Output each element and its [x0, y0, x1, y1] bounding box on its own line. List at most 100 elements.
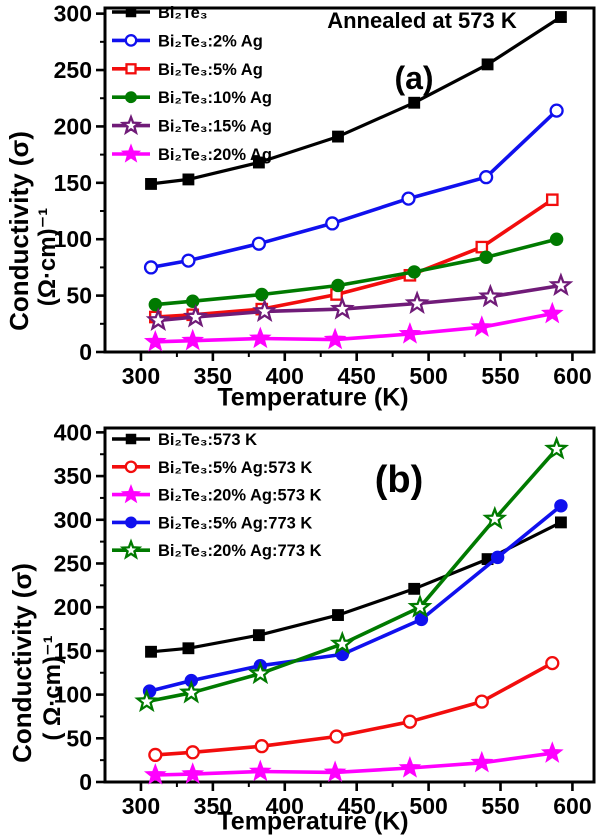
x-tick-label: 550	[481, 363, 519, 389]
x-tick-label: 500	[409, 363, 447, 389]
marker-square-filled	[252, 156, 265, 169]
marker-star-filled	[248, 326, 272, 349]
legend-label: Bi₂Te₃:5% Ag:573 K	[158, 459, 312, 477]
y-tick-label: 200	[54, 113, 92, 139]
y-tick-label: 350	[54, 463, 92, 489]
marker-circle-filled	[549, 232, 564, 246]
legend-label: Bi₂Te₃:20% Ag	[158, 146, 272, 164]
marker-square-filled	[408, 582, 421, 595]
x-tick-label: 450	[338, 793, 376, 819]
x-tick-label: 350	[194, 793, 232, 819]
y-tick-label: 0	[79, 769, 92, 795]
marker-circle-open	[181, 253, 196, 268]
marker-square-filled	[554, 11, 567, 23]
marker-circle-filled	[125, 516, 137, 529]
marker-star-filled	[248, 759, 272, 782]
marker-star-filled	[143, 763, 167, 785]
series-3-line	[147, 504, 563, 693]
marker-circle-filled	[554, 499, 568, 513]
marker-star-open	[247, 660, 273, 685]
marker-star-open	[404, 290, 430, 315]
marker-square-filled	[554, 516, 567, 529]
y-tick-label: 150	[54, 638, 92, 664]
marker-star-open	[329, 630, 355, 655]
marker-square-filled	[481, 58, 494, 71]
x-tick-label: 500	[409, 793, 447, 819]
marker-square-open	[125, 63, 137, 75]
y-tick-label: 150	[54, 170, 92, 196]
legend-label: Bi₂Te₃:573 K	[158, 431, 257, 449]
y-tick-label: 250	[54, 550, 92, 576]
series-4-line	[156, 283, 563, 323]
marker-circle-open	[124, 460, 138, 474]
panel-b-y-axis-label: Conductivity (σ)	[7, 563, 37, 763]
panel-a-y-axis-units-label: (Ω·cm)⁻¹	[34, 207, 61, 307]
marker-circle-open	[148, 747, 163, 763]
marker-square-filled	[145, 645, 157, 658]
marker-circle-filled	[407, 265, 421, 279]
marker-square-filled	[408, 96, 421, 109]
marker-square-filled	[182, 173, 195, 186]
y-tick-label: 200	[54, 594, 92, 620]
marker-star-filled	[398, 756, 422, 778]
marker-circle-filled	[186, 294, 200, 308]
marker-star-filled	[120, 143, 142, 163]
series-2-line	[153, 751, 555, 777]
marker-circle-filled	[490, 550, 505, 565]
marker-star-filled	[540, 301, 564, 324]
y-tick-label: 400	[54, 419, 92, 445]
marker-square-filled	[332, 609, 344, 621]
marker-star-filled	[143, 330, 167, 352]
marker-star-filled	[181, 762, 205, 784]
marker-square-filled	[332, 130, 344, 143]
marker-circle-open	[325, 216, 340, 231]
marker-circle-open	[549, 103, 564, 118]
x-tick-label: 350	[194, 363, 232, 389]
marker-star-open	[478, 283, 503, 308]
marker-circle-filled	[125, 91, 137, 104]
marker-star-open	[145, 307, 171, 331]
y-tick-label: 100	[54, 682, 92, 708]
legend-label: Bi₂Te₃:5% Ag	[158, 61, 263, 79]
annotation: Annealed at 573 K	[327, 8, 517, 33]
marker-star-filled	[181, 328, 205, 351]
marker-star-open	[119, 538, 143, 560]
marker-circle-open	[401, 191, 416, 206]
marker-circle-open	[143, 260, 159, 275]
marker-circle-open	[185, 745, 200, 760]
legend-label: Bi₂Te₃:5% Ag:773 K	[158, 514, 312, 532]
panel-b-x-axis-label: Temperature (K)	[217, 807, 409, 836]
panel-a-y-axis-label: Conductivity (σ)	[4, 131, 34, 331]
legend-label: Bi₂Te₃:15% Ag	[158, 118, 272, 136]
plot-frame	[103, 426, 596, 784]
legend-label: Bi₂Te₃:2% Ag	[158, 32, 263, 50]
y-tick-label: 100	[54, 226, 92, 252]
panel-b-chart: 300 350 400 450 500 550 600 0 50 100 150 200 250 300 3…	[54, 419, 596, 819]
x-tick-label: 300	[122, 363, 160, 389]
x-tick-label: 400	[266, 363, 304, 389]
x-tick-label: 550	[481, 793, 519, 819]
marker-star-filled	[120, 483, 142, 504]
x-tick-label: 400	[266, 793, 304, 819]
marker-star-open	[548, 272, 574, 297]
x-tick-label: 300	[122, 793, 160, 819]
legend-label: Bi₂Te₃:10% Ag	[158, 89, 272, 107]
y-tick-label: 50	[66, 283, 92, 309]
marker-square-filled	[145, 178, 157, 190]
marker-square-filled	[252, 629, 265, 642]
legend-label: Bi₂Te₃	[158, 4, 208, 22]
marker-circle-open	[402, 714, 418, 729]
panel-b-y-axis-units-label: ( Ω·cm)⁻¹	[39, 635, 66, 741]
marker-circle-open	[545, 655, 560, 671]
marker-star-filled	[470, 315, 494, 337]
x-tick-label: 450	[338, 363, 376, 389]
marker-star-filled	[398, 322, 422, 344]
y-tick-label: 0	[79, 339, 92, 365]
marker-star-open	[407, 594, 433, 618]
marker-circle-filled	[148, 297, 163, 312]
marker-star-filled	[323, 327, 347, 350]
legend-label: Bi₂Te₃:20% Ag:773 K	[158, 542, 322, 560]
marker-star-open	[482, 505, 508, 530]
marker-star-open	[119, 113, 143, 136]
